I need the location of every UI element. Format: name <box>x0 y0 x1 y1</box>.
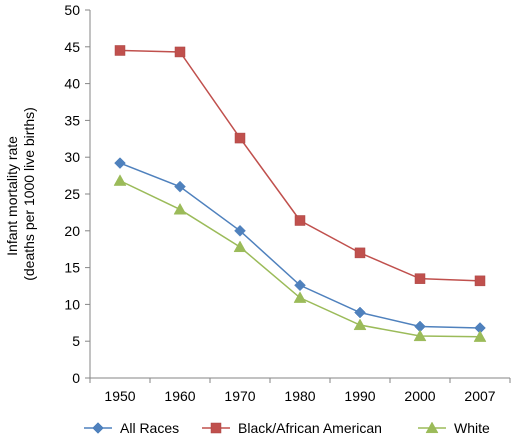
data-point <box>174 46 186 58</box>
y-tick-label: 40 <box>64 76 80 92</box>
series-group <box>113 45 487 342</box>
data-point <box>234 224 246 237</box>
legend-item: All Races <box>84 420 179 436</box>
x-tick-label: 1990 <box>344 388 375 404</box>
legend-marker <box>92 422 104 434</box>
y-axis-title-line-2: (deaths per 1000 live births) <box>21 107 37 281</box>
y-tick-label: 5 <box>72 333 80 349</box>
series-line <box>119 162 481 329</box>
y-tick-label: 30 <box>64 149 80 165</box>
data-point <box>474 275 486 287</box>
series-1 <box>114 45 486 287</box>
x-tick-label: 1970 <box>224 388 255 404</box>
y-tick-label: 35 <box>64 112 80 128</box>
data-point <box>233 240 247 253</box>
data-point <box>293 291 307 303</box>
data-point <box>234 132 246 144</box>
data-point <box>354 247 366 259</box>
x-tick-label: 1950 <box>104 388 135 404</box>
data-point <box>294 279 306 292</box>
series-2 <box>113 174 487 342</box>
data-point <box>114 45 126 56</box>
data-point <box>173 202 187 215</box>
legend-item: Black/African American <box>202 420 382 436</box>
x-tick-label: 1980 <box>284 388 315 404</box>
x-axis-ticks: 1950 1960 1970 1980 1990 2000 2007 <box>89 378 511 404</box>
data-point <box>114 157 126 169</box>
data-point <box>113 174 127 186</box>
y-tick-label: 15 <box>64 260 80 276</box>
y-tick-label: 10 <box>64 296 80 312</box>
data-point <box>413 329 427 342</box>
legend-item: White <box>418 420 490 436</box>
legend-label: Black/African American <box>238 420 382 436</box>
data-point <box>414 273 426 284</box>
y-axis-title-line-1: Infant mortality rate <box>4 136 20 256</box>
y-tick-label: 20 <box>64 223 80 239</box>
y-axis-title: Infant mortality rate (deaths per 1000 l… <box>4 107 37 281</box>
series-line <box>119 49 481 282</box>
x-tick-label: 1960 <box>164 388 195 404</box>
y-tick-label: 50 <box>64 2 80 18</box>
data-point <box>354 306 366 319</box>
legend: All Races Black/African American White <box>84 420 490 436</box>
data-point <box>353 318 367 331</box>
y-axis-ticks: 0 5 10 15 20 25 30 35 40 45 50 <box>64 2 90 386</box>
legend-label: White <box>454 420 490 436</box>
series-line <box>119 180 481 338</box>
data-point <box>473 330 487 342</box>
y-tick-label: 25 <box>64 186 80 202</box>
y-tick-label: 0 <box>72 370 80 386</box>
legend-marker <box>210 422 222 434</box>
series-0 <box>114 157 486 334</box>
legend-marker <box>425 421 439 434</box>
x-tick-label: 2007 <box>464 388 495 404</box>
data-point <box>294 215 306 226</box>
legend-label: All Races <box>120 420 179 436</box>
data-point <box>174 180 186 193</box>
x-tick-label: 2000 <box>404 388 435 404</box>
y-tick-label: 45 <box>64 39 80 55</box>
axes <box>89 10 510 379</box>
